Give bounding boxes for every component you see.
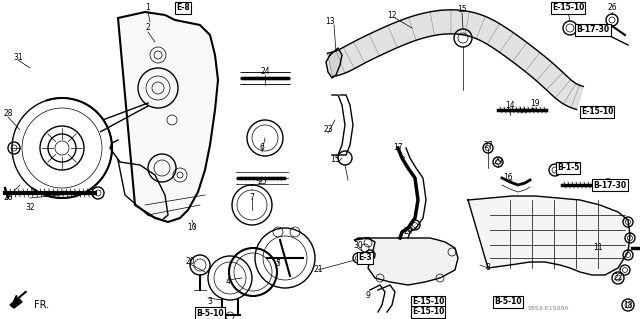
Text: 24: 24 <box>260 68 270 77</box>
Text: 16: 16 <box>503 174 513 182</box>
Text: E-15-10: E-15-10 <box>552 4 584 12</box>
Text: 11: 11 <box>593 243 603 253</box>
Text: 15: 15 <box>330 155 340 165</box>
Text: 27: 27 <box>483 140 493 150</box>
Text: 10: 10 <box>187 224 197 233</box>
Text: 22: 22 <box>613 273 623 283</box>
Text: 29: 29 <box>403 227 413 236</box>
Text: 32: 32 <box>25 203 35 211</box>
Text: 19: 19 <box>530 99 540 108</box>
Polygon shape <box>328 10 583 109</box>
Text: 7: 7 <box>250 194 255 203</box>
Text: FR.: FR. <box>35 300 49 310</box>
Polygon shape <box>118 12 218 222</box>
Text: B-5-10: B-5-10 <box>494 298 522 307</box>
Text: 30: 30 <box>353 241 363 249</box>
Text: 31: 31 <box>13 53 23 62</box>
Text: B-5-10: B-5-10 <box>196 308 224 317</box>
Text: 8: 8 <box>486 263 490 272</box>
Polygon shape <box>10 298 22 308</box>
Text: 25: 25 <box>257 177 267 187</box>
Text: E-15-10: E-15-10 <box>412 298 444 307</box>
Text: 26: 26 <box>607 4 617 12</box>
Text: 3: 3 <box>207 298 212 307</box>
Text: B-1-5: B-1-5 <box>557 164 579 173</box>
Text: 14: 14 <box>505 100 515 109</box>
Text: 4: 4 <box>225 278 230 286</box>
Text: 6: 6 <box>260 144 264 152</box>
Text: B-17-30: B-17-30 <box>593 181 627 189</box>
Text: B-17-30: B-17-30 <box>577 26 609 34</box>
Polygon shape <box>326 48 342 78</box>
Text: 2: 2 <box>146 24 150 33</box>
Polygon shape <box>355 238 458 285</box>
Text: E-15-10: E-15-10 <box>412 308 444 316</box>
Text: E-8: E-8 <box>176 4 190 12</box>
Text: E-15-10: E-15-10 <box>581 108 613 116</box>
Text: 23: 23 <box>323 125 333 135</box>
Text: 18: 18 <box>623 300 633 309</box>
Text: 20: 20 <box>185 257 195 266</box>
Text: 28: 28 <box>3 108 13 117</box>
Text: 9: 9 <box>365 291 371 300</box>
Text: 5: 5 <box>276 259 280 269</box>
Text: 28: 28 <box>3 192 13 202</box>
Text: 12: 12 <box>387 11 397 19</box>
Text: 21: 21 <box>313 265 323 275</box>
Text: 13: 13 <box>325 18 335 26</box>
Text: 17: 17 <box>393 144 403 152</box>
Text: 29: 29 <box>493 158 503 167</box>
Text: S5S3-E1500A: S5S3-E1500A <box>527 306 569 310</box>
Polygon shape <box>468 196 630 275</box>
Text: 15: 15 <box>457 5 467 14</box>
Text: 1: 1 <box>146 4 150 12</box>
Text: E-3: E-3 <box>358 254 372 263</box>
